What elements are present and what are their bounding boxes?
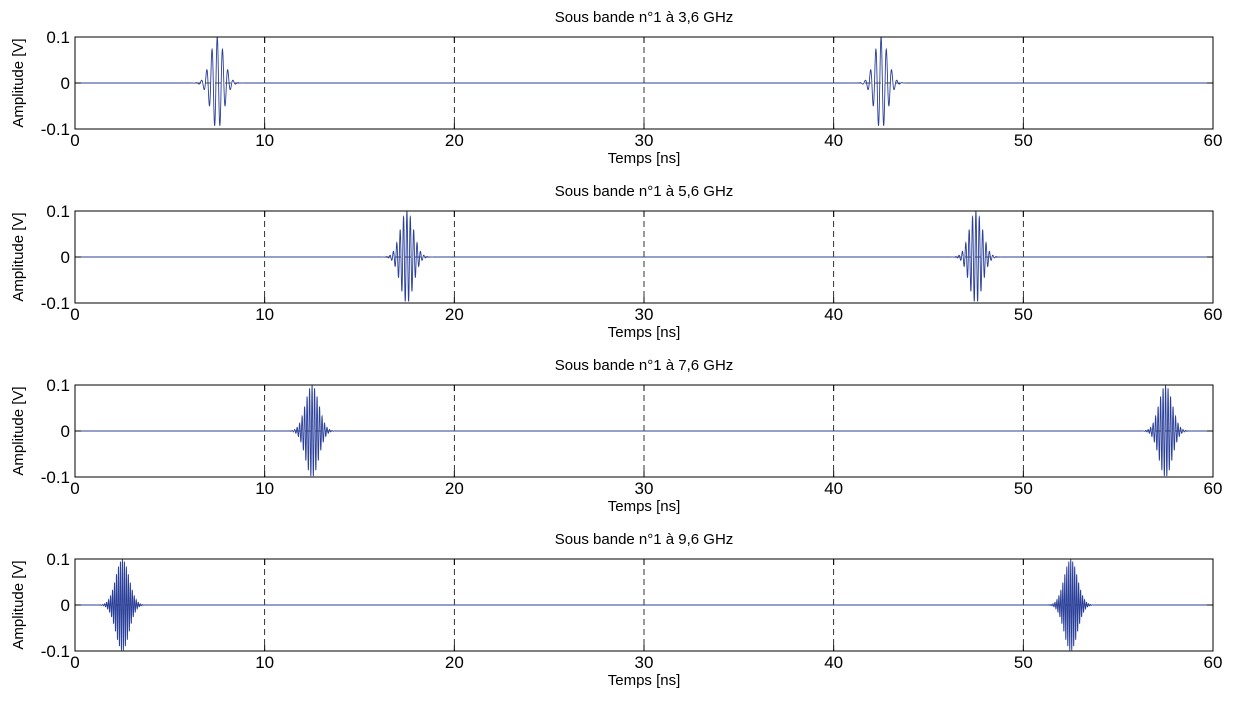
x-tick-label: 50 [1014, 305, 1033, 324]
y-tick-label: 0.1 [46, 550, 70, 569]
x-tick-label: 40 [824, 479, 843, 498]
x-tick-label: 0 [70, 305, 79, 324]
y-tick-label: 0 [61, 422, 70, 441]
x-tick-label: 30 [635, 479, 654, 498]
x-tick-label: 20 [445, 305, 464, 324]
x-axis-label: Temps [ns] [608, 150, 681, 167]
y-tick-label: 0.1 [46, 28, 70, 47]
x-tick-label: 20 [445, 479, 464, 498]
x-tick-label: 0 [70, 131, 79, 150]
x-tick-label: 60 [1204, 131, 1223, 150]
chart-title: Sous bande n°1 à 7,6 GHz [555, 357, 734, 374]
x-tick-label: 30 [635, 305, 654, 324]
x-tick-label: 20 [445, 131, 464, 150]
x-tick-label: 0 [70, 653, 79, 672]
x-axis-label: Temps [ns] [608, 324, 681, 341]
x-axis-label: Temps [ns] [608, 672, 681, 689]
x-tick-label: 60 [1204, 479, 1223, 498]
y-axis-label: Amplitude [V] [10, 38, 27, 127]
x-tick-label: 60 [1204, 305, 1223, 324]
y-tick-label: 0 [61, 596, 70, 615]
x-tick-label: 10 [255, 131, 274, 150]
y-tick-label: -0.1 [41, 468, 70, 487]
signal-trace [75, 210, 1213, 302]
chart-title: Sous bande n°1 à 3,6 GHz [555, 9, 734, 26]
x-tick-label: 40 [824, 305, 843, 324]
y-axis-label: Amplitude [V] [10, 560, 27, 649]
y-tick-label: 0.1 [46, 376, 70, 395]
x-tick-label: 10 [255, 653, 274, 672]
x-tick-label: 20 [445, 653, 464, 672]
y-tick-label: -0.1 [41, 120, 70, 139]
x-tick-label: 30 [635, 131, 654, 150]
x-tick-label: 50 [1014, 653, 1033, 672]
y-tick-label: 0 [61, 248, 70, 267]
y-axis-label: Amplitude [V] [10, 212, 27, 301]
signal-trace [75, 384, 1213, 477]
chart-title: Sous bande n°1 à 9,6 GHz [555, 531, 734, 548]
signal-trace [75, 36, 1213, 126]
x-axis-label: Temps [ns] [608, 498, 681, 515]
x-tick-label: 30 [635, 653, 654, 672]
y-tick-label: -0.1 [41, 294, 70, 313]
signal-trace [75, 558, 1213, 651]
y-axis-label: Amplitude [V] [10, 386, 27, 475]
x-tick-label: 50 [1014, 479, 1033, 498]
x-tick-label: 40 [824, 653, 843, 672]
x-tick-label: 10 [255, 479, 274, 498]
x-tick-label: 50 [1014, 131, 1033, 150]
x-tick-label: 40 [824, 131, 843, 150]
y-tick-label: -0.1 [41, 642, 70, 661]
x-tick-label: 0 [70, 479, 79, 498]
x-tick-label: 60 [1204, 653, 1223, 672]
y-tick-label: 0 [61, 74, 70, 93]
x-tick-label: 10 [255, 305, 274, 324]
chart-title: Sous bande n°1 à 5,6 GHz [555, 183, 734, 200]
y-tick-label: 0.1 [46, 202, 70, 221]
